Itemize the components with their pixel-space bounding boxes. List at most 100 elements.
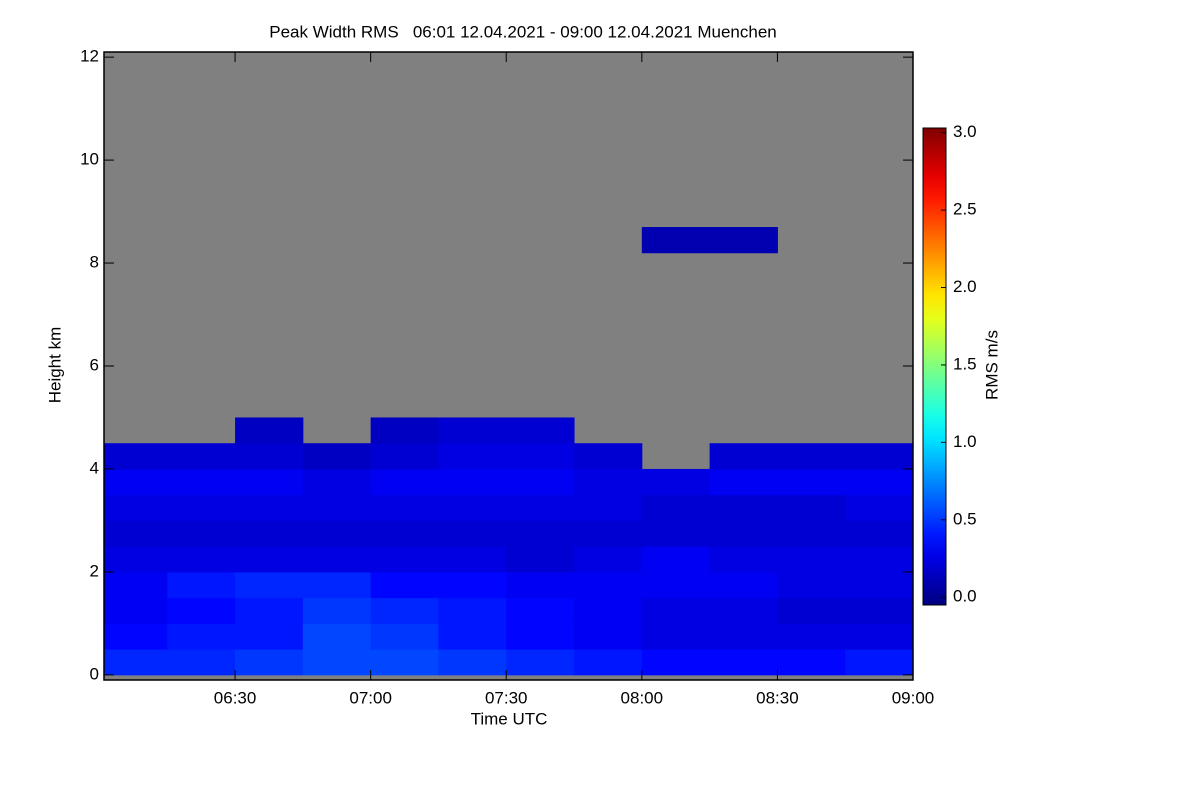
y-tick-label: 4: [90, 458, 99, 477]
heatmap-cell: [235, 468, 304, 496]
colorbar-tick-label: 0.5: [953, 509, 977, 528]
heatmap-cell: [370, 468, 439, 496]
heatmap-cell: [506, 649, 575, 676]
heatmap-cell: [641, 571, 711, 599]
heatmap-cell: [302, 494, 372, 521]
colorbar-tick-label: 2.0: [953, 277, 977, 296]
heatmap-cell: [641, 649, 711, 676]
heatmap-cell: [438, 443, 507, 470]
heatmap-cell: [506, 494, 575, 521]
heatmap-cell: [370, 571, 439, 599]
heatmap-cell: [574, 468, 643, 496]
heatmap-cell: [709, 571, 778, 599]
heatmap-cell: [167, 468, 236, 496]
heatmap-cell: [709, 520, 778, 547]
x-tick-label: 07:30: [485, 688, 528, 707]
heatmap-cell: [574, 546, 643, 573]
heatmap-cell: [709, 443, 778, 470]
heatmap-cell: [438, 597, 507, 624]
heatmap-cell: [104, 494, 168, 521]
heatmap-cell: [709, 468, 778, 496]
heatmap-cell: [709, 649, 778, 676]
heatmap-cell: [845, 468, 914, 496]
heatmap-cell: [104, 468, 168, 496]
heatmap-cell: [370, 417, 439, 444]
heatmap-cell: [370, 494, 439, 521]
heatmap-cell: [235, 546, 304, 573]
heatmap-cell: [506, 468, 575, 496]
heatmap-cell: [506, 443, 575, 470]
colorbar-tick-label: 3.0: [953, 122, 977, 141]
heatmap-cell: [167, 494, 236, 521]
heatmap-cell: [506, 417, 575, 444]
heatmap-cell: [104, 623, 168, 650]
heatmap-cell: [845, 520, 914, 547]
heatmap-cell: [709, 623, 778, 650]
heatmap-cell: [302, 546, 372, 573]
heatmap-cell: [709, 597, 778, 624]
heatmap-cell: [574, 649, 643, 676]
heatmap-cell: [235, 597, 304, 624]
heatmap-cell: [438, 468, 507, 496]
heatmap-cell: [574, 520, 643, 547]
x-tick-label: 09:00: [892, 688, 935, 707]
heatmap-cell: [845, 494, 914, 521]
heatmap-cell: [370, 546, 439, 573]
heatmap-cell: [506, 623, 575, 650]
heatmap-cell: [574, 443, 643, 470]
heatmap-cell: [845, 623, 914, 650]
heatmap-cell: [506, 520, 575, 547]
heatmap-cell: [438, 417, 507, 444]
y-axis-label: Height km: [45, 327, 64, 404]
colorbar-tick-label: 1.0: [953, 432, 977, 451]
heatmap-cell: [777, 597, 846, 624]
heatmap-cell: [104, 571, 168, 599]
heatmap-cell: [845, 649, 914, 676]
heatmap-cell: [777, 520, 846, 547]
heatmap-cell: [709, 494, 778, 521]
y-tick-label: 8: [90, 253, 99, 272]
heatmap-cell: [302, 623, 372, 650]
chart-title: Peak Width RMS 06:01 12.04.2021 - 09:00 …: [269, 22, 777, 41]
heatmap-cell: [777, 571, 846, 599]
x-tick-label: 07:00: [349, 688, 392, 707]
y-tick-label: 2: [90, 561, 99, 580]
heatmap-cell: [167, 571, 236, 599]
heatmap-cell: [302, 571, 372, 599]
heatmap-cell: [104, 597, 168, 624]
heatmap-cell: [302, 520, 372, 547]
heatmap-cell: [235, 443, 304, 470]
x-tick-label: 08:00: [621, 688, 664, 707]
heatmap-cell: [235, 494, 304, 521]
heatmap-cell: [641, 468, 711, 496]
y-tick-label: 10: [80, 150, 99, 169]
heatmap-cell: [235, 520, 304, 547]
heatmap-cell: [641, 546, 711, 573]
colorbar-tick-label: 2.5: [953, 200, 977, 219]
heatmap-cell: [845, 443, 914, 470]
heatmap-cell: [104, 443, 168, 470]
heatmap-cell: [370, 520, 439, 547]
heatmap-cell: [302, 443, 372, 470]
heatmap-cell: [167, 649, 236, 676]
heatmap-cell: [104, 520, 168, 547]
heatmap-cell: [845, 597, 914, 624]
heatmap-cell: [438, 546, 507, 573]
heatmap-cell: [641, 520, 711, 547]
heatmap-cell: [370, 443, 439, 470]
heatmap-cell: [104, 546, 168, 573]
colorbar-label: RMS m/s: [982, 330, 1001, 400]
y-tick-label: 0: [90, 664, 99, 683]
heatmap-cell: [777, 443, 846, 470]
heatmap-cell: [777, 494, 846, 521]
y-tick-label: 6: [90, 355, 99, 374]
heatmap-cell: [235, 623, 304, 650]
heatmap-cell: [574, 571, 643, 599]
heatmap-cell: [167, 520, 236, 547]
heatmap-cell: [845, 546, 914, 573]
heatmap-cell: [777, 468, 846, 496]
heatmap-cell: [167, 443, 236, 470]
heatmap-cell: [167, 597, 236, 624]
heatmap-cell: [438, 571, 507, 599]
heatmap-cell: [777, 649, 846, 676]
